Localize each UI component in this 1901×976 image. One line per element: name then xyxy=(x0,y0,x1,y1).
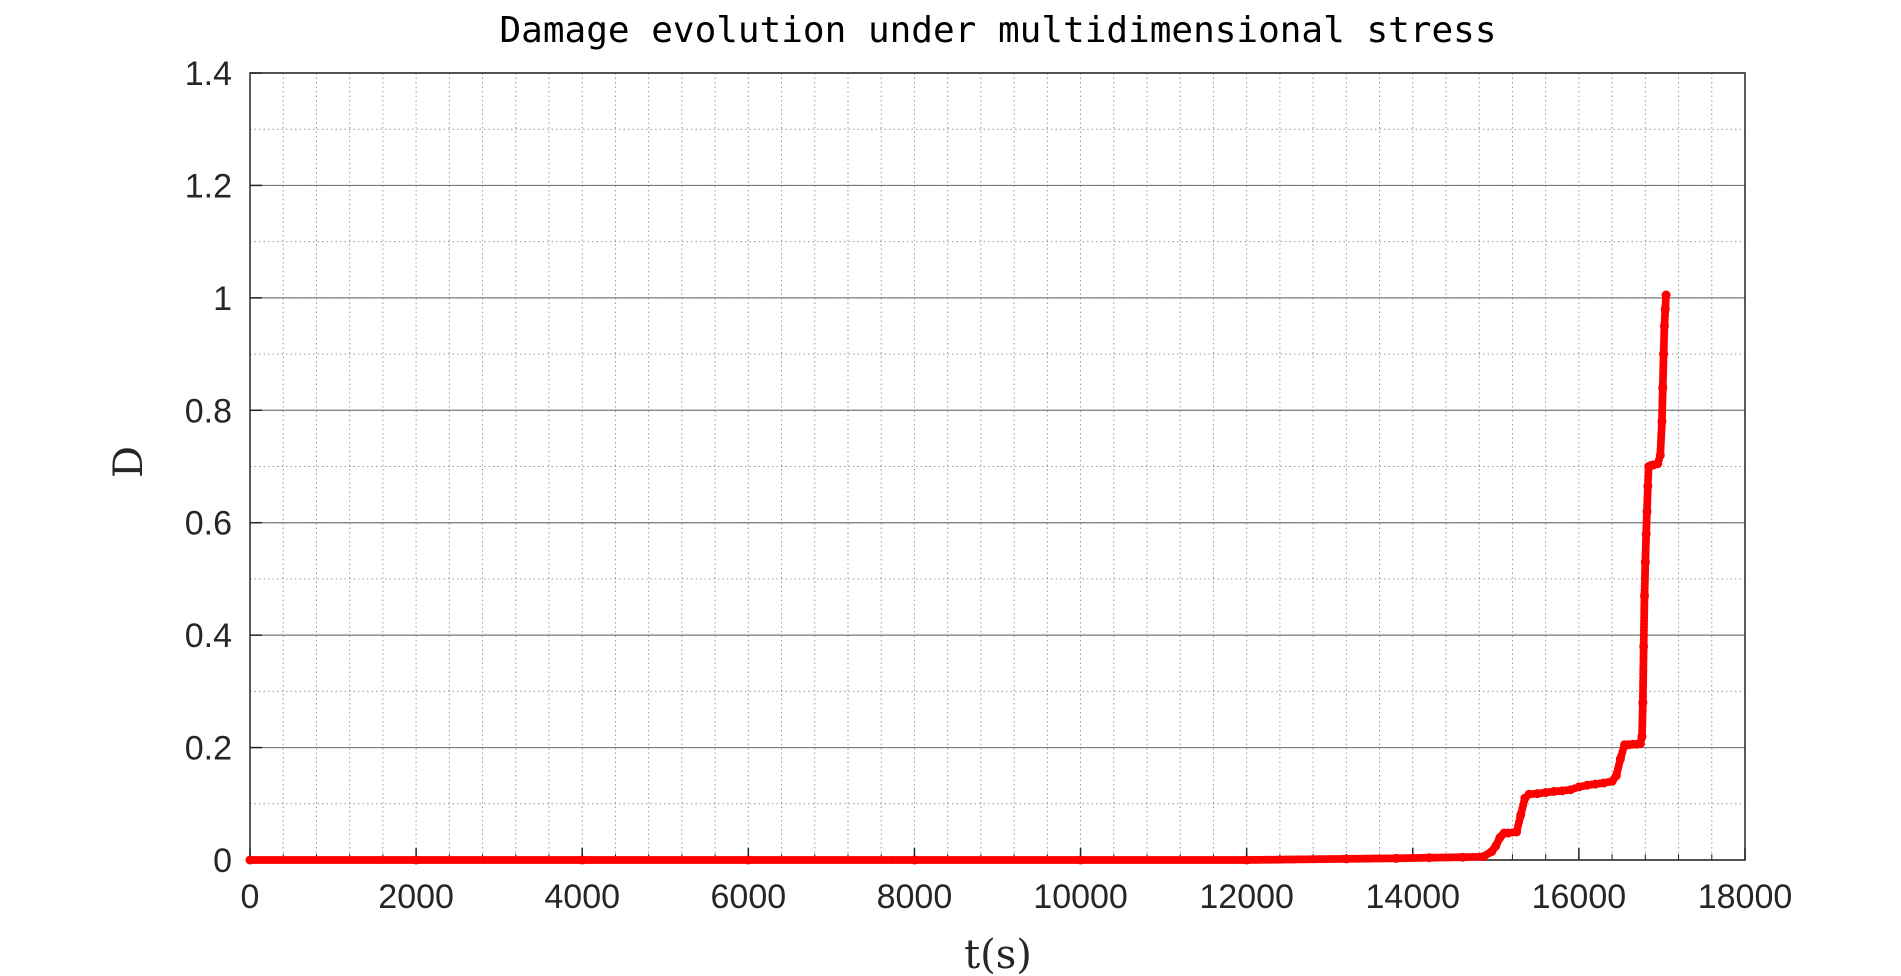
y-axis-label: D xyxy=(106,446,152,478)
x-tick-label: 16000 xyxy=(1532,878,1627,916)
y-tick-label: 0.2 xyxy=(185,730,232,768)
x-tick-label: 6000 xyxy=(711,878,787,916)
data-point-fill xyxy=(1587,780,1596,789)
data-point-fill xyxy=(1537,789,1546,798)
data-point-fill xyxy=(1545,787,1554,796)
data-point-fill xyxy=(1422,853,1431,862)
y-tick-label: 1.2 xyxy=(185,167,232,205)
y-tick-label: 1.4 xyxy=(185,55,232,93)
x-tick-label: 0 xyxy=(241,878,260,916)
x-tick-label: 8000 xyxy=(877,878,953,916)
data-point-fill xyxy=(1520,797,1529,806)
data-point-fill xyxy=(1642,510,1651,519)
x-tick-label: 10000 xyxy=(1033,878,1128,916)
data-point-fill xyxy=(1579,782,1588,791)
y-tick-labels: 0 0.2 0.4 0.6 0.8 1 1.2 1.4 xyxy=(185,55,232,880)
data-point-fill xyxy=(1644,465,1653,474)
data-point-fill xyxy=(1603,778,1612,787)
data-point-fill xyxy=(1637,735,1646,744)
data-point-fill xyxy=(1239,856,1248,864)
data-point-fill xyxy=(1661,294,1670,303)
data-point-fill xyxy=(1658,386,1667,395)
x-tick-label: 12000 xyxy=(1199,878,1294,916)
data-point-fill xyxy=(1389,854,1398,863)
y-tick-label: 0.8 xyxy=(185,392,232,430)
data-point-fill xyxy=(1610,774,1619,783)
y-tick-label: 0 xyxy=(213,842,232,880)
data-point-fill xyxy=(1643,485,1652,494)
data-point-fill xyxy=(575,856,584,864)
x-tick-label: 4000 xyxy=(544,878,620,916)
y-tick-label: 0.4 xyxy=(185,617,232,655)
data-point-fill xyxy=(1655,455,1664,464)
data-point-fill xyxy=(1640,594,1649,603)
data-point-fill xyxy=(1619,744,1628,753)
data-point-fill xyxy=(1529,789,1538,798)
data-point-fill xyxy=(1498,831,1507,840)
data-point-fill xyxy=(1515,814,1524,823)
data-point-fill xyxy=(1615,758,1624,767)
data-point-fill xyxy=(1595,779,1604,788)
data-points xyxy=(245,290,1671,865)
data-point-fill xyxy=(1073,856,1082,864)
data-point-fill xyxy=(1570,784,1579,793)
data-point-fill xyxy=(409,856,418,864)
data-point-fill xyxy=(1455,853,1464,862)
data-point-fill xyxy=(1562,786,1571,795)
data-point-fill xyxy=(1639,645,1648,654)
x-tick-label: 2000 xyxy=(378,878,454,916)
data-point-fill xyxy=(741,856,750,864)
data-point-fill xyxy=(1657,420,1666,429)
x-axis-label: t(s) xyxy=(964,932,1032,976)
data-point-fill xyxy=(1661,308,1670,317)
x-tick-label: 14000 xyxy=(1366,878,1461,916)
data-point-fill xyxy=(1638,701,1647,710)
chart-title: Damage evolution under multidimensional … xyxy=(500,10,1497,51)
data-point-fill xyxy=(1660,325,1669,334)
major-grid xyxy=(250,72,1745,861)
x-tick-labels: 0 2000 4000 6000 8000 10000 12000 14000 16000 180… xyxy=(241,878,1793,916)
data-point-fill xyxy=(1554,787,1563,796)
y-tick-label: 1 xyxy=(213,280,232,318)
y-tick-label: 0.6 xyxy=(185,505,232,543)
data-point-fill xyxy=(1641,561,1650,570)
data-point-fill xyxy=(907,856,916,864)
data-point-fill xyxy=(1659,353,1668,362)
data-point-fill xyxy=(1339,854,1348,863)
x-tick-label: 18000 xyxy=(1698,878,1793,916)
data-point-fill xyxy=(1475,852,1484,861)
data-point-fill xyxy=(1642,533,1651,542)
